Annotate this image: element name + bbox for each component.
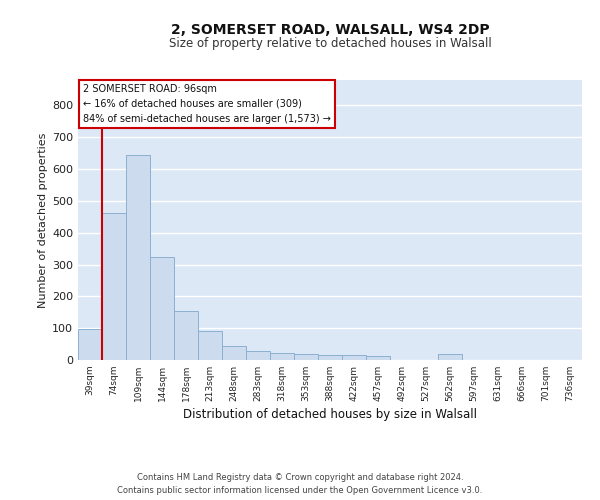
Bar — [150, 257, 174, 360]
Bar — [342, 355, 366, 360]
Bar — [246, 351, 270, 360]
Bar — [174, 310, 198, 360]
Text: 2 SOMERSET ROAD: 96sqm
← 16% of detached houses are smaller (309)
84% of semi-de: 2 SOMERSET ROAD: 96sqm ← 16% of detached… — [83, 84, 331, 124]
Bar — [270, 353, 294, 360]
Bar — [318, 354, 342, 360]
Bar — [222, 346, 246, 360]
Bar — [78, 329, 102, 360]
Text: Contains HM Land Registry data © Crown copyright and database right 2024.
Contai: Contains HM Land Registry data © Crown c… — [118, 474, 482, 495]
X-axis label: Distribution of detached houses by size in Walsall: Distribution of detached houses by size … — [183, 408, 477, 421]
Bar — [366, 356, 390, 360]
Bar — [198, 332, 222, 360]
Y-axis label: Number of detached properties: Number of detached properties — [38, 132, 48, 308]
Text: Size of property relative to detached houses in Walsall: Size of property relative to detached ho… — [169, 38, 491, 51]
Bar — [102, 213, 126, 360]
Text: 2, SOMERSET ROAD, WALSALL, WS4 2DP: 2, SOMERSET ROAD, WALSALL, WS4 2DP — [170, 22, 490, 36]
Bar — [438, 354, 462, 360]
Bar — [126, 155, 150, 360]
Bar — [294, 354, 318, 360]
